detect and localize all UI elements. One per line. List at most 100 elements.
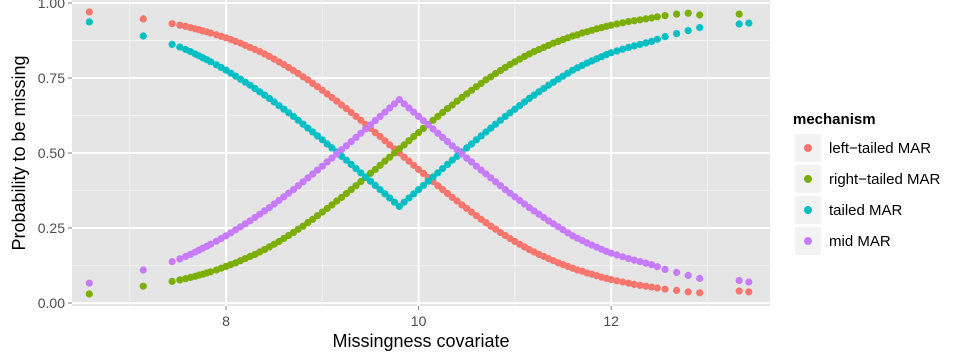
data-point [139, 15, 147, 23]
data-point [390, 198, 399, 206]
x-tick-label: 10 [411, 313, 427, 329]
data-point [607, 249, 615, 257]
data-point [619, 19, 627, 27]
data-point [386, 104, 394, 112]
data-point [400, 198, 408, 206]
data-point [735, 287, 743, 295]
data-point [453, 197, 461, 205]
data-point [443, 138, 452, 146]
series-1 [85, 9, 743, 298]
data-point [673, 29, 681, 38]
data-point [434, 112, 442, 120]
x-tick-label: 12 [603, 313, 619, 329]
legend-label: mid MAR [829, 233, 891, 250]
data-point [352, 165, 360, 173]
data-point [735, 276, 743, 285]
data-point [458, 150, 466, 158]
data-point [673, 286, 681, 294]
data-point [400, 141, 408, 149]
data-point [352, 182, 360, 190]
data-point [647, 283, 656, 291]
data-point [313, 132, 322, 140]
data-point [366, 121, 375, 129]
data-point [630, 280, 638, 288]
data-point [352, 133, 360, 141]
data-point [337, 146, 346, 154]
data-point [642, 15, 650, 23]
data-point [328, 144, 336, 152]
data-point [386, 153, 394, 161]
data-point [168, 258, 176, 266]
data-point [395, 202, 403, 210]
data-point [439, 186, 447, 194]
data-point [357, 169, 365, 177]
data-point [492, 178, 500, 186]
data-point [299, 120, 307, 128]
data-point [642, 259, 650, 267]
data-point [207, 58, 215, 66]
data-point [357, 129, 365, 137]
data-point [673, 268, 681, 276]
data-point [661, 265, 669, 273]
data-point [419, 117, 428, 125]
data-point [414, 186, 423, 194]
data-point [405, 104, 413, 112]
x-axis-title: Missingness covariate [332, 331, 509, 351]
y-tick-label: 1.00 [38, 0, 65, 11]
data-point [400, 153, 408, 161]
data-point [653, 35, 661, 43]
data-point [619, 253, 627, 261]
data-point [419, 181, 428, 189]
data-point [448, 101, 456, 109]
data-point [347, 108, 355, 117]
data-point [673, 10, 681, 18]
data-point [619, 278, 627, 286]
data-point [661, 12, 669, 20]
data-point [85, 18, 93, 26]
data-point [624, 43, 633, 52]
axes: 0.00 0.25 0.50 0.75 1.00 8 10 12 [38, 0, 619, 329]
data-point [472, 136, 480, 144]
series-3 [85, 96, 753, 287]
data-point [294, 182, 302, 190]
series-2 [85, 18, 753, 210]
data-point [487, 174, 495, 182]
data-point [168, 20, 176, 28]
data-point [443, 189, 452, 198]
data-point [636, 16, 644, 24]
data-point [661, 33, 669, 41]
data-point [482, 170, 490, 178]
data-point [176, 255, 184, 263]
data-point [607, 276, 615, 284]
data-point [176, 21, 184, 29]
data-point [376, 132, 384, 141]
data-point [85, 8, 93, 16]
data-point [745, 288, 753, 296]
data-point [429, 173, 437, 181]
data-point [328, 154, 336, 162]
data-point [386, 141, 394, 149]
data-point [745, 19, 753, 27]
data-point [735, 10, 743, 18]
data-point [429, 116, 437, 124]
data-point [366, 177, 375, 185]
data-point [443, 160, 452, 168]
legend-label: left−tailed MAR [829, 140, 931, 157]
data-point [376, 161, 384, 169]
data-point [487, 124, 495, 132]
data-point [395, 145, 403, 153]
y-axis-title: Probability to be missing [9, 55, 29, 250]
data-point [371, 117, 379, 125]
data-point [405, 194, 413, 202]
y-tick-label: 0.50 [38, 145, 65, 161]
data-point [371, 165, 379, 174]
data-point [207, 268, 215, 276]
data-point [400, 100, 408, 108]
data-point [463, 144, 471, 152]
data-point [684, 271, 692, 279]
legend-label: tailed MAR [829, 202, 903, 219]
data-point [477, 132, 485, 140]
data-point [684, 9, 692, 17]
data-point [381, 137, 389, 145]
